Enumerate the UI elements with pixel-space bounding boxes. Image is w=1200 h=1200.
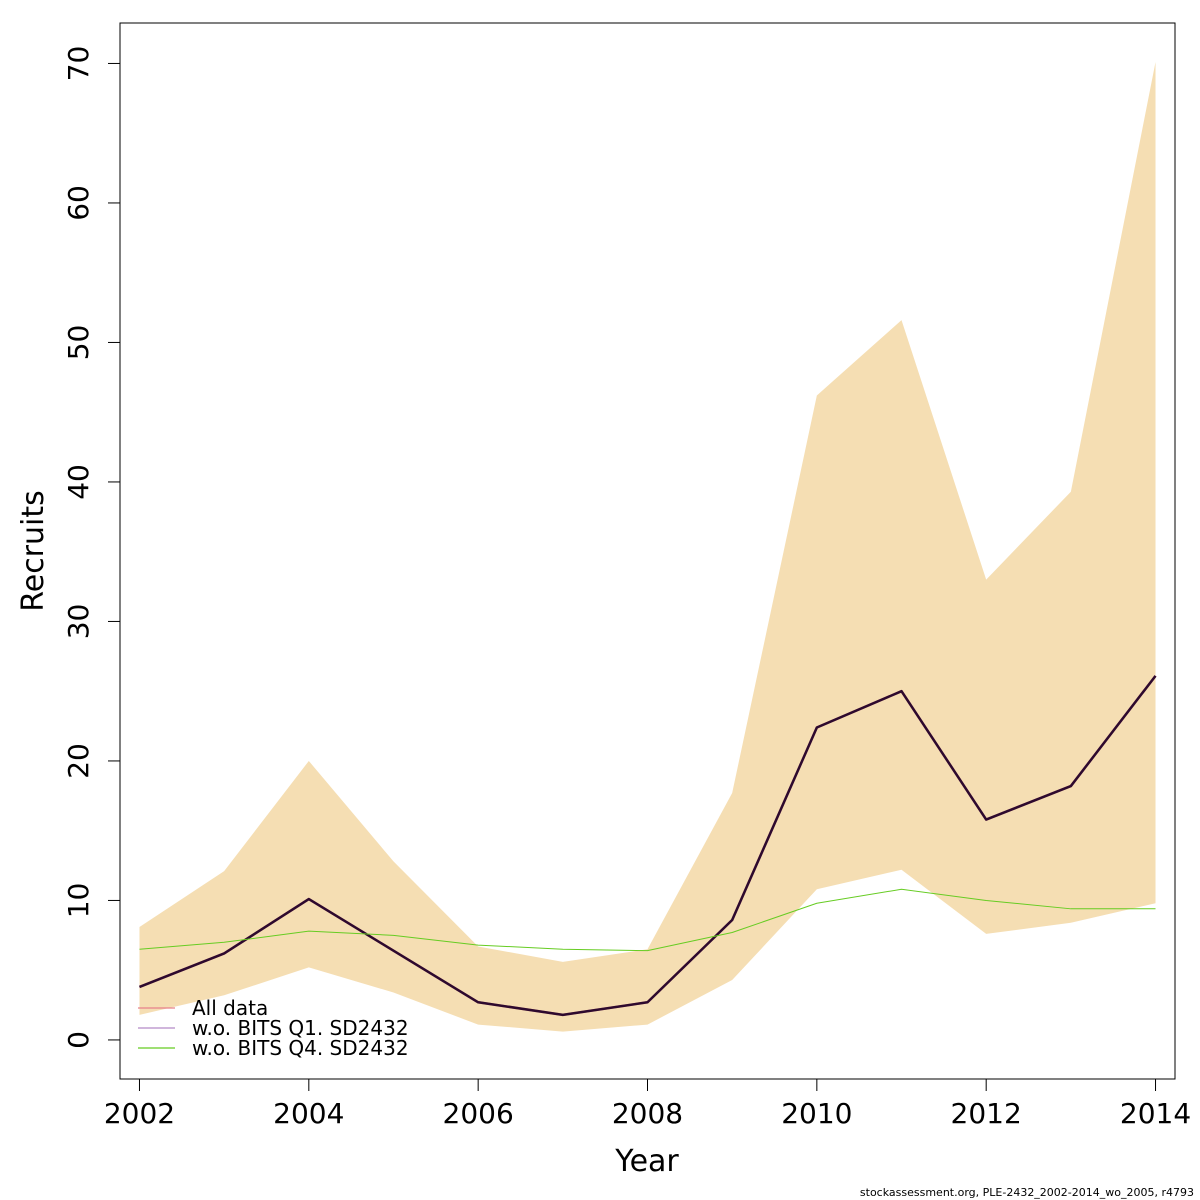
x-tick-label: 2014: [1120, 1097, 1191, 1130]
legend-item: w.o. BITS Q4. SD2432: [138, 1036, 409, 1060]
x-tick-label: 2012: [951, 1097, 1022, 1130]
legend-item: All data: [138, 996, 268, 1020]
x-axis: 2002 2004 2006 2008 2010 2012 2014: [104, 1078, 1191, 1130]
x-tick-label: 2010: [781, 1097, 852, 1130]
y-tick-label: 50: [62, 325, 95, 361]
legend-label: w.o. BITS Q4. SD2432: [192, 1036, 409, 1060]
y-axis-title: Recruits: [16, 490, 51, 612]
series-line-3: [139, 888, 1156, 952]
series-line-2: [139, 675, 1157, 1017]
y-tick-label: 70: [62, 46, 95, 82]
x-tick-label: 2008: [612, 1097, 683, 1130]
y-axis: 0 10 20 30 40 50 60 70: [62, 46, 121, 1049]
x-tick-label: 2006: [443, 1097, 514, 1130]
confidence-band-layer: [139, 62, 1156, 1032]
x-tick-label: 2004: [273, 1097, 344, 1130]
series-layer: [139, 675, 1157, 1017]
legend-label: All data: [192, 996, 268, 1020]
x-tick-label: 2002: [104, 1097, 175, 1130]
x-axis-title: Year: [614, 1144, 679, 1179]
confidence-band: [139, 62, 1156, 1032]
y-tick-label: 60: [62, 185, 95, 221]
legend-label: w.o. BITS Q1. SD2432: [192, 1016, 409, 1040]
y-tick-label: 40: [62, 464, 95, 500]
y-tick-label: 0: [62, 1031, 95, 1049]
footer-credit: stockassessment.org, PLE-2432_2002-2014_…: [860, 1186, 1194, 1199]
legend-item: w.o. BITS Q1. SD2432: [138, 1016, 409, 1040]
y-tick-label: 30: [62, 604, 95, 640]
y-tick-label: 10: [62, 883, 95, 919]
y-tick-label: 20: [62, 743, 95, 779]
